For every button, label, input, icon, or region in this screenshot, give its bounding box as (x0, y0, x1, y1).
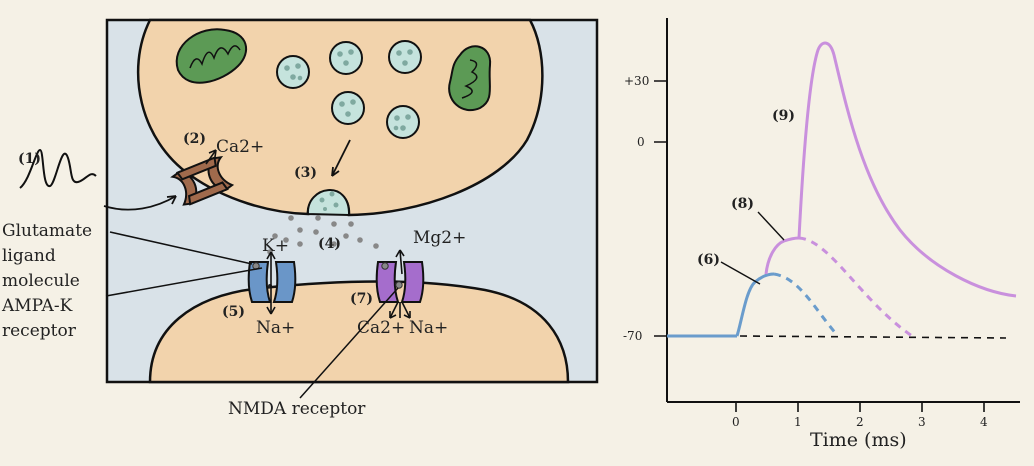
action-potential-curve (797, 41, 1017, 298)
label-glutamate-line1: Glutamate (2, 221, 92, 241)
nmda-receptor (375, 249, 425, 319)
x-tick-2: 2 (856, 415, 864, 429)
glutamate-molecules (267, 215, 379, 255)
epsp-purple-rise (764, 236, 800, 275)
label-ampa-line2: receptor (2, 321, 77, 341)
epsp-blue-decay (773, 272, 840, 337)
label-1: (1) (18, 151, 41, 167)
label-k-plus: K+ (262, 236, 289, 256)
label-8: (8) (731, 196, 754, 212)
x-tick-1: 1 (794, 415, 802, 429)
label-9: (9) (772, 108, 795, 124)
label-5: (5) (222, 304, 245, 320)
y-tick-minus70: -70 (623, 329, 642, 343)
label-ampa-line1: AMPA-K (1, 296, 73, 316)
label-glutamate-line2: ligand (2, 246, 56, 266)
label-mg: Mg2+ (413, 228, 466, 248)
x-tick-0: 0 (732, 415, 740, 429)
y-tick-0: 0 (637, 135, 645, 149)
label-2: (2) (183, 131, 206, 147)
ampa-leader-line (105, 267, 263, 297)
label-na-nmda: Na+ (409, 318, 448, 338)
x-tick-3: 3 (918, 415, 926, 429)
label-4: (4) (318, 236, 341, 252)
nmda-leader-line (299, 287, 399, 399)
label-3: (3) (294, 165, 317, 181)
y-tick-plus30: +30 (624, 74, 649, 88)
leader-8 (757, 211, 785, 241)
mitochondrion-right (448, 45, 492, 111)
calcium-channel (170, 155, 235, 206)
potential-graph: +30 0 -70 0 1 2 3 4 Time (ms) (6) (8) (9… (623, 18, 1020, 451)
glutamate-leader-line (109, 231, 253, 265)
label-6: (6) (697, 252, 720, 268)
mitochondrion-left (175, 28, 248, 84)
label-ca-nmda: Ca2+ (357, 318, 405, 338)
leader-6 (720, 261, 761, 285)
fusing-vesicle (306, 189, 351, 217)
ampa-receptor (247, 251, 297, 315)
label-ca-influx: Ca2+ (216, 137, 264, 157)
resting-potential-line (739, 335, 1007, 339)
synapse-diagram: (1) (2) Ca2+ (3) (4) (5) (7) K+ Mg2+ Na+… (1, 18, 599, 419)
epsp-purple-decay (798, 236, 913, 338)
label-na-ampa: Na+ (256, 318, 295, 338)
x-tick-4: 4 (980, 415, 988, 429)
epsp-blue-rise (735, 272, 775, 337)
signal-arrow (103, 195, 177, 211)
release-arrow (331, 139, 351, 177)
action-potential-sketch (19, 148, 97, 189)
x-axis-label: Time (ms) (810, 429, 907, 451)
label-nmda-receptor: NMDA receptor (228, 399, 366, 419)
label-7: (7) (350, 291, 373, 307)
label-glutamate-line3: molecule (2, 271, 80, 291)
